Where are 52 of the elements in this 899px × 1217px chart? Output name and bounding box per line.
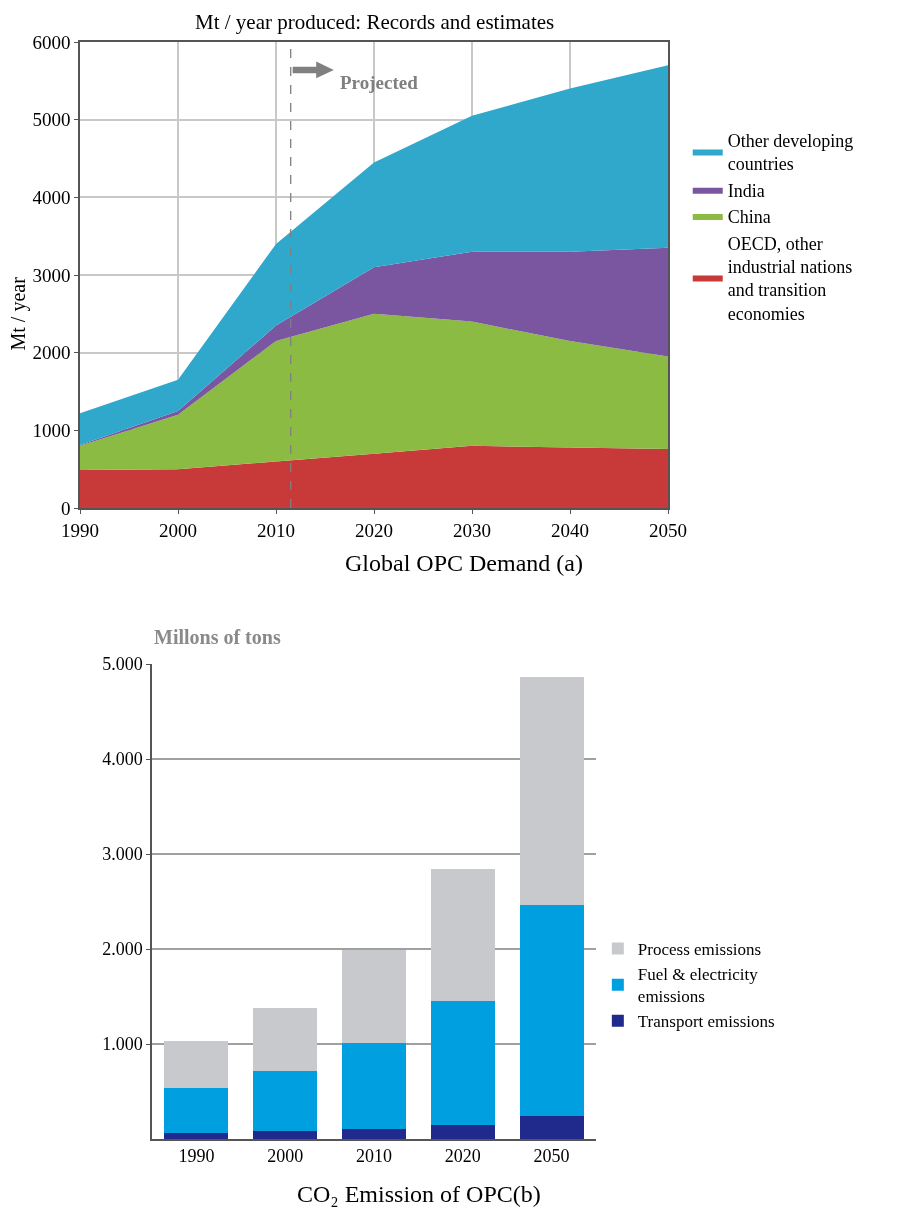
x-tick-label: 1990: [61, 519, 99, 541]
x-tick-label: 2050: [649, 519, 687, 541]
x-axis-title: CO₂ Emission of OPC(b): [297, 1181, 541, 1207]
bar: [430, 869, 495, 1002]
x-tick-label: 2020: [444, 1146, 481, 1167]
bar: [342, 1128, 406, 1139]
legend-label: China: [727, 207, 771, 228]
legend-label: Other developing countries: [727, 130, 854, 175]
bar: [430, 1001, 495, 1125]
legend-label: Process emissions: [637, 940, 762, 960]
legend-label: India: [727, 180, 765, 201]
chart-title: Millons of tons: [154, 626, 281, 648]
x-tick-label: 2000: [159, 519, 197, 541]
bar: [519, 677, 584, 906]
bar: [164, 1133, 229, 1139]
bar: [253, 1007, 318, 1071]
y-tick-label: 3.000: [102, 844, 143, 865]
y-tick-label: 6000: [32, 31, 71, 53]
x-tick-label: 2030: [453, 519, 491, 541]
legend-label: OECD, other industrial nations and transition economies: [727, 233, 853, 324]
y-tick-label: 3000: [32, 264, 71, 286]
ref-line-label: Projected: [340, 72, 419, 93]
x-tick-label: 2010: [356, 1146, 392, 1167]
y-axis-title: Mt / year: [6, 276, 30, 351]
x-tick-label: 2040: [551, 519, 589, 541]
bar: [519, 1116, 584, 1139]
y-tick-label: 1000: [32, 419, 71, 441]
x-tick-label: 1990: [178, 1146, 215, 1167]
y-tick-label: 2.000: [102, 939, 143, 960]
bar: [253, 1070, 318, 1132]
y-tick-label: 5.000: [102, 654, 143, 675]
x-tick-label: 2050: [533, 1146, 570, 1167]
y-tick-label: 4.000: [102, 749, 143, 770]
x-tick-label: 2020: [355, 519, 393, 541]
legend-label: Transport emissions: [637, 1012, 775, 1032]
bar: [430, 1124, 495, 1139]
bar: [253, 1131, 318, 1139]
chart-title: Mt / year produced: Records and estimates: [195, 10, 555, 34]
x-tick-label: 2000: [267, 1146, 304, 1167]
bar: [164, 1087, 229, 1134]
x-tick-label: 2010: [257, 519, 295, 541]
y-tick-label: 4000: [32, 186, 71, 208]
y-tick-label: 5000: [32, 109, 71, 131]
y-tick-label: 1.000: [102, 1034, 143, 1055]
legend-label: Fuel & electricity emissions: [637, 965, 759, 1007]
y-tick-label: 2000: [32, 342, 71, 364]
bar: [519, 905, 584, 1117]
x-axis-title: Global OPC Demand (a): [345, 550, 583, 576]
y-tick-label: 0: [60, 497, 71, 519]
bar: [342, 1043, 406, 1129]
bar: [342, 949, 406, 1044]
bar: [164, 1041, 229, 1088]
